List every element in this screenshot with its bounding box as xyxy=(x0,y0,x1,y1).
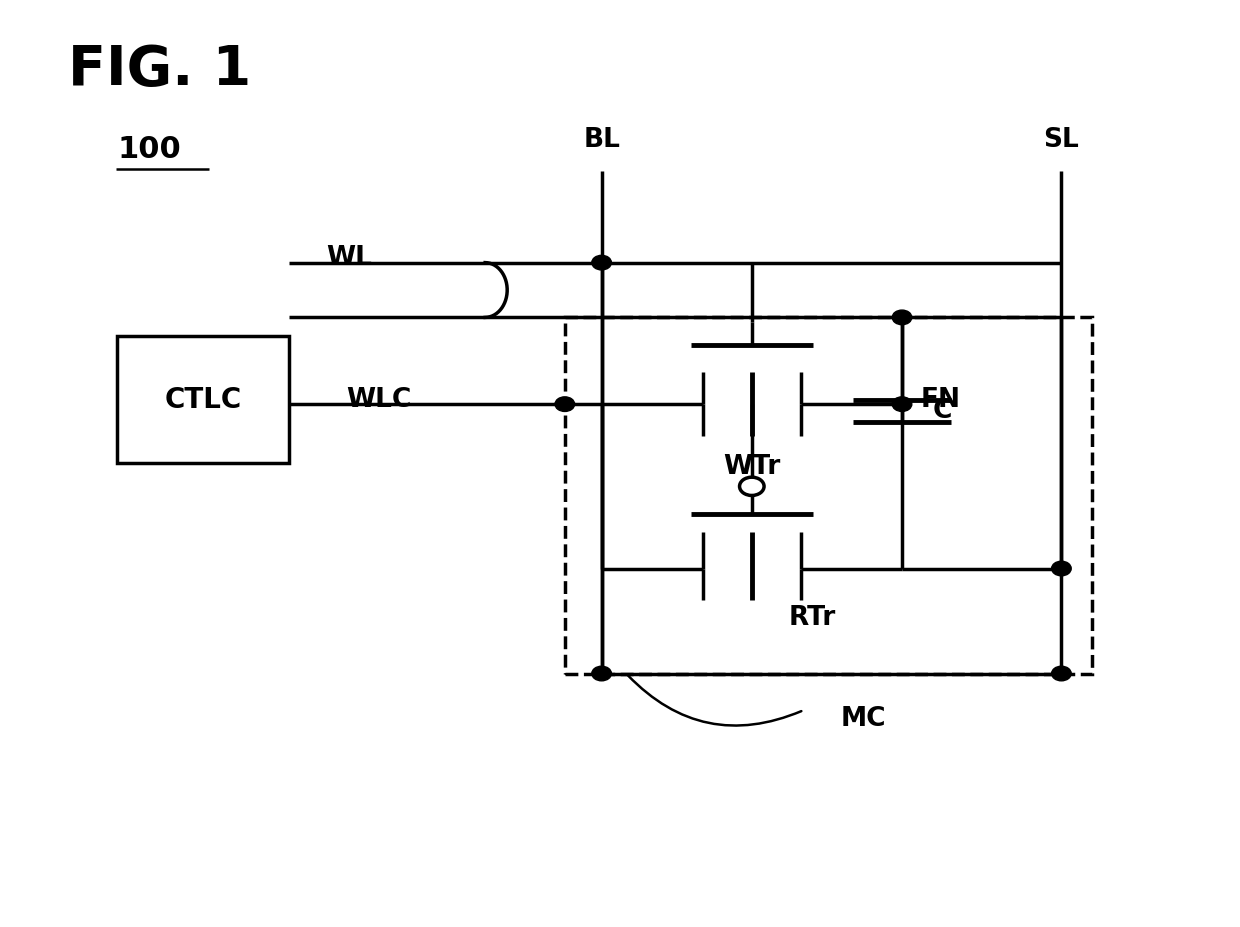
Circle shape xyxy=(1052,667,1071,680)
Circle shape xyxy=(893,397,911,412)
Text: FIG. 1: FIG. 1 xyxy=(68,44,252,97)
Text: WTr: WTr xyxy=(723,454,780,480)
FancyBboxPatch shape xyxy=(118,336,289,464)
Circle shape xyxy=(739,477,764,495)
Circle shape xyxy=(591,255,611,270)
Text: RTr: RTr xyxy=(789,605,836,631)
Circle shape xyxy=(556,397,574,412)
Text: C: C xyxy=(932,398,952,424)
Circle shape xyxy=(1052,561,1071,576)
Text: SL: SL xyxy=(1044,127,1079,153)
Text: CTLC: CTLC xyxy=(165,386,242,413)
Text: BL: BL xyxy=(583,127,620,153)
Text: 100: 100 xyxy=(118,134,181,164)
Text: WL: WL xyxy=(326,245,372,271)
Circle shape xyxy=(893,311,911,324)
Text: FN: FN xyxy=(920,387,961,413)
Circle shape xyxy=(591,667,611,680)
Text: MC: MC xyxy=(841,706,887,732)
Text: WLC: WLC xyxy=(346,387,412,413)
